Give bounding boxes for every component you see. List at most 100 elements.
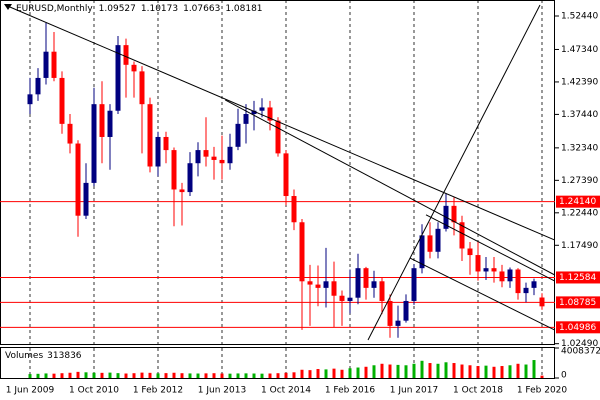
candle-body bbox=[475, 255, 481, 272]
candle-body bbox=[115, 45, 121, 111]
volume-bar bbox=[484, 365, 488, 378]
candle-body bbox=[347, 297, 353, 301]
candle-body bbox=[387, 300, 393, 326]
candle-body bbox=[299, 222, 305, 282]
candle-body bbox=[219, 159, 225, 164]
candle-body bbox=[243, 114, 249, 124]
volume-name: Volumes bbox=[5, 351, 43, 361]
volume-bar bbox=[420, 360, 424, 378]
candle-body bbox=[211, 156, 217, 160]
volume-bar bbox=[476, 366, 480, 378]
last-close: 1.08181 bbox=[225, 4, 262, 14]
level-tag bbox=[556, 271, 600, 284]
volume-bar bbox=[236, 373, 240, 378]
volume-bar bbox=[332, 368, 336, 378]
x-tick-label: 1 Oct 2018 bbox=[453, 386, 503, 396]
last-open: 1.09527 bbox=[99, 4, 136, 14]
candle-body bbox=[307, 281, 313, 285]
candle-body bbox=[411, 268, 417, 301]
volume-bar bbox=[100, 372, 104, 378]
candle-body bbox=[323, 281, 329, 288]
candle-body bbox=[507, 269, 513, 282]
candle-body bbox=[283, 153, 289, 197]
candle-body bbox=[315, 284, 321, 288]
x-tick-label: 1 Oct 2010 bbox=[69, 386, 119, 396]
volume-bar bbox=[292, 372, 296, 378]
candle-body bbox=[35, 77, 41, 95]
candle-body bbox=[467, 248, 473, 256]
volume-bar bbox=[316, 369, 320, 378]
volume-bar bbox=[220, 373, 224, 378]
volume-bar bbox=[140, 372, 144, 378]
volume-bar bbox=[60, 373, 64, 378]
volume-bar bbox=[148, 372, 152, 378]
level-label: 1.08785 bbox=[559, 298, 596, 308]
candle-body bbox=[395, 320, 401, 326]
y-tick-label: 1.22440 bbox=[561, 208, 598, 218]
volume-bar bbox=[188, 373, 192, 378]
y-tick-label: 1.17490 bbox=[561, 241, 598, 251]
candle-body bbox=[147, 104, 153, 167]
y-tick-label: 1.37440 bbox=[561, 110, 598, 120]
volume-bar bbox=[348, 368, 352, 378]
candle-body bbox=[251, 110, 257, 115]
volume-bar bbox=[44, 373, 48, 378]
volume-bar bbox=[268, 373, 272, 378]
trend-line bbox=[5, 4, 555, 241]
candle-body bbox=[531, 281, 537, 288]
y-tick-label: 1.42390 bbox=[561, 77, 598, 87]
level-label: 1.12584 bbox=[559, 273, 596, 283]
candle-body bbox=[67, 123, 73, 144]
x-tick-label: 1 Oct 2014 bbox=[261, 386, 311, 396]
volume-bar bbox=[276, 373, 280, 378]
candle-body bbox=[379, 281, 385, 301]
volume-frame bbox=[0, 347, 555, 379]
candle-body bbox=[371, 281, 377, 288]
volume-bar bbox=[524, 364, 528, 378]
volume-last: 313836 bbox=[47, 351, 82, 361]
volume-bar bbox=[300, 369, 304, 378]
volume-bar bbox=[404, 365, 408, 378]
volume-bar bbox=[116, 373, 120, 378]
symbol: EURUSD,Monthly bbox=[16, 4, 93, 14]
volume-bar bbox=[436, 363, 440, 378]
volume-bar bbox=[364, 366, 368, 378]
candle-body bbox=[195, 150, 201, 164]
y-tick-label: 1.52440 bbox=[561, 12, 598, 22]
candle-body bbox=[27, 94, 33, 105]
volume-bar bbox=[324, 369, 328, 378]
x-tick-label: 1 Feb 2012 bbox=[133, 386, 183, 396]
candle-body bbox=[187, 163, 193, 193]
candle-body bbox=[499, 271, 505, 282]
candle-body bbox=[539, 297, 545, 307]
volume-bar bbox=[356, 367, 360, 378]
last-low: 1.07663 bbox=[183, 4, 220, 14]
trend-line bbox=[224, 99, 555, 276]
volume-bar bbox=[84, 372, 88, 378]
volume-bar bbox=[164, 373, 168, 378]
volume-bar bbox=[212, 373, 216, 378]
volume-bar bbox=[428, 363, 432, 378]
candle-body bbox=[171, 150, 177, 190]
volume-bar bbox=[468, 365, 472, 378]
candle-body bbox=[267, 107, 273, 121]
volume-bar bbox=[108, 372, 112, 378]
candle-body bbox=[259, 107, 265, 111]
volume-bar bbox=[36, 373, 40, 378]
volume-bar bbox=[444, 362, 448, 378]
chart-title: EURUSD,Monthly 1.09527 1.10173 1.07663 1.081… bbox=[16, 4, 263, 14]
candle-body bbox=[99, 104, 105, 137]
level-tag bbox=[556, 195, 600, 208]
volume-bar bbox=[68, 372, 72, 378]
volume-title: Volumes 313836 bbox=[5, 351, 82, 361]
volume-bar bbox=[172, 372, 176, 378]
candle-body bbox=[419, 235, 425, 269]
volume-bar bbox=[508, 365, 512, 378]
volume-bar bbox=[380, 363, 384, 378]
y-tick-label: 1.32340 bbox=[561, 143, 598, 153]
candle-body bbox=[123, 45, 129, 65]
candle-body bbox=[331, 281, 337, 296]
candle-body bbox=[403, 300, 409, 321]
volume-bar bbox=[460, 364, 464, 378]
